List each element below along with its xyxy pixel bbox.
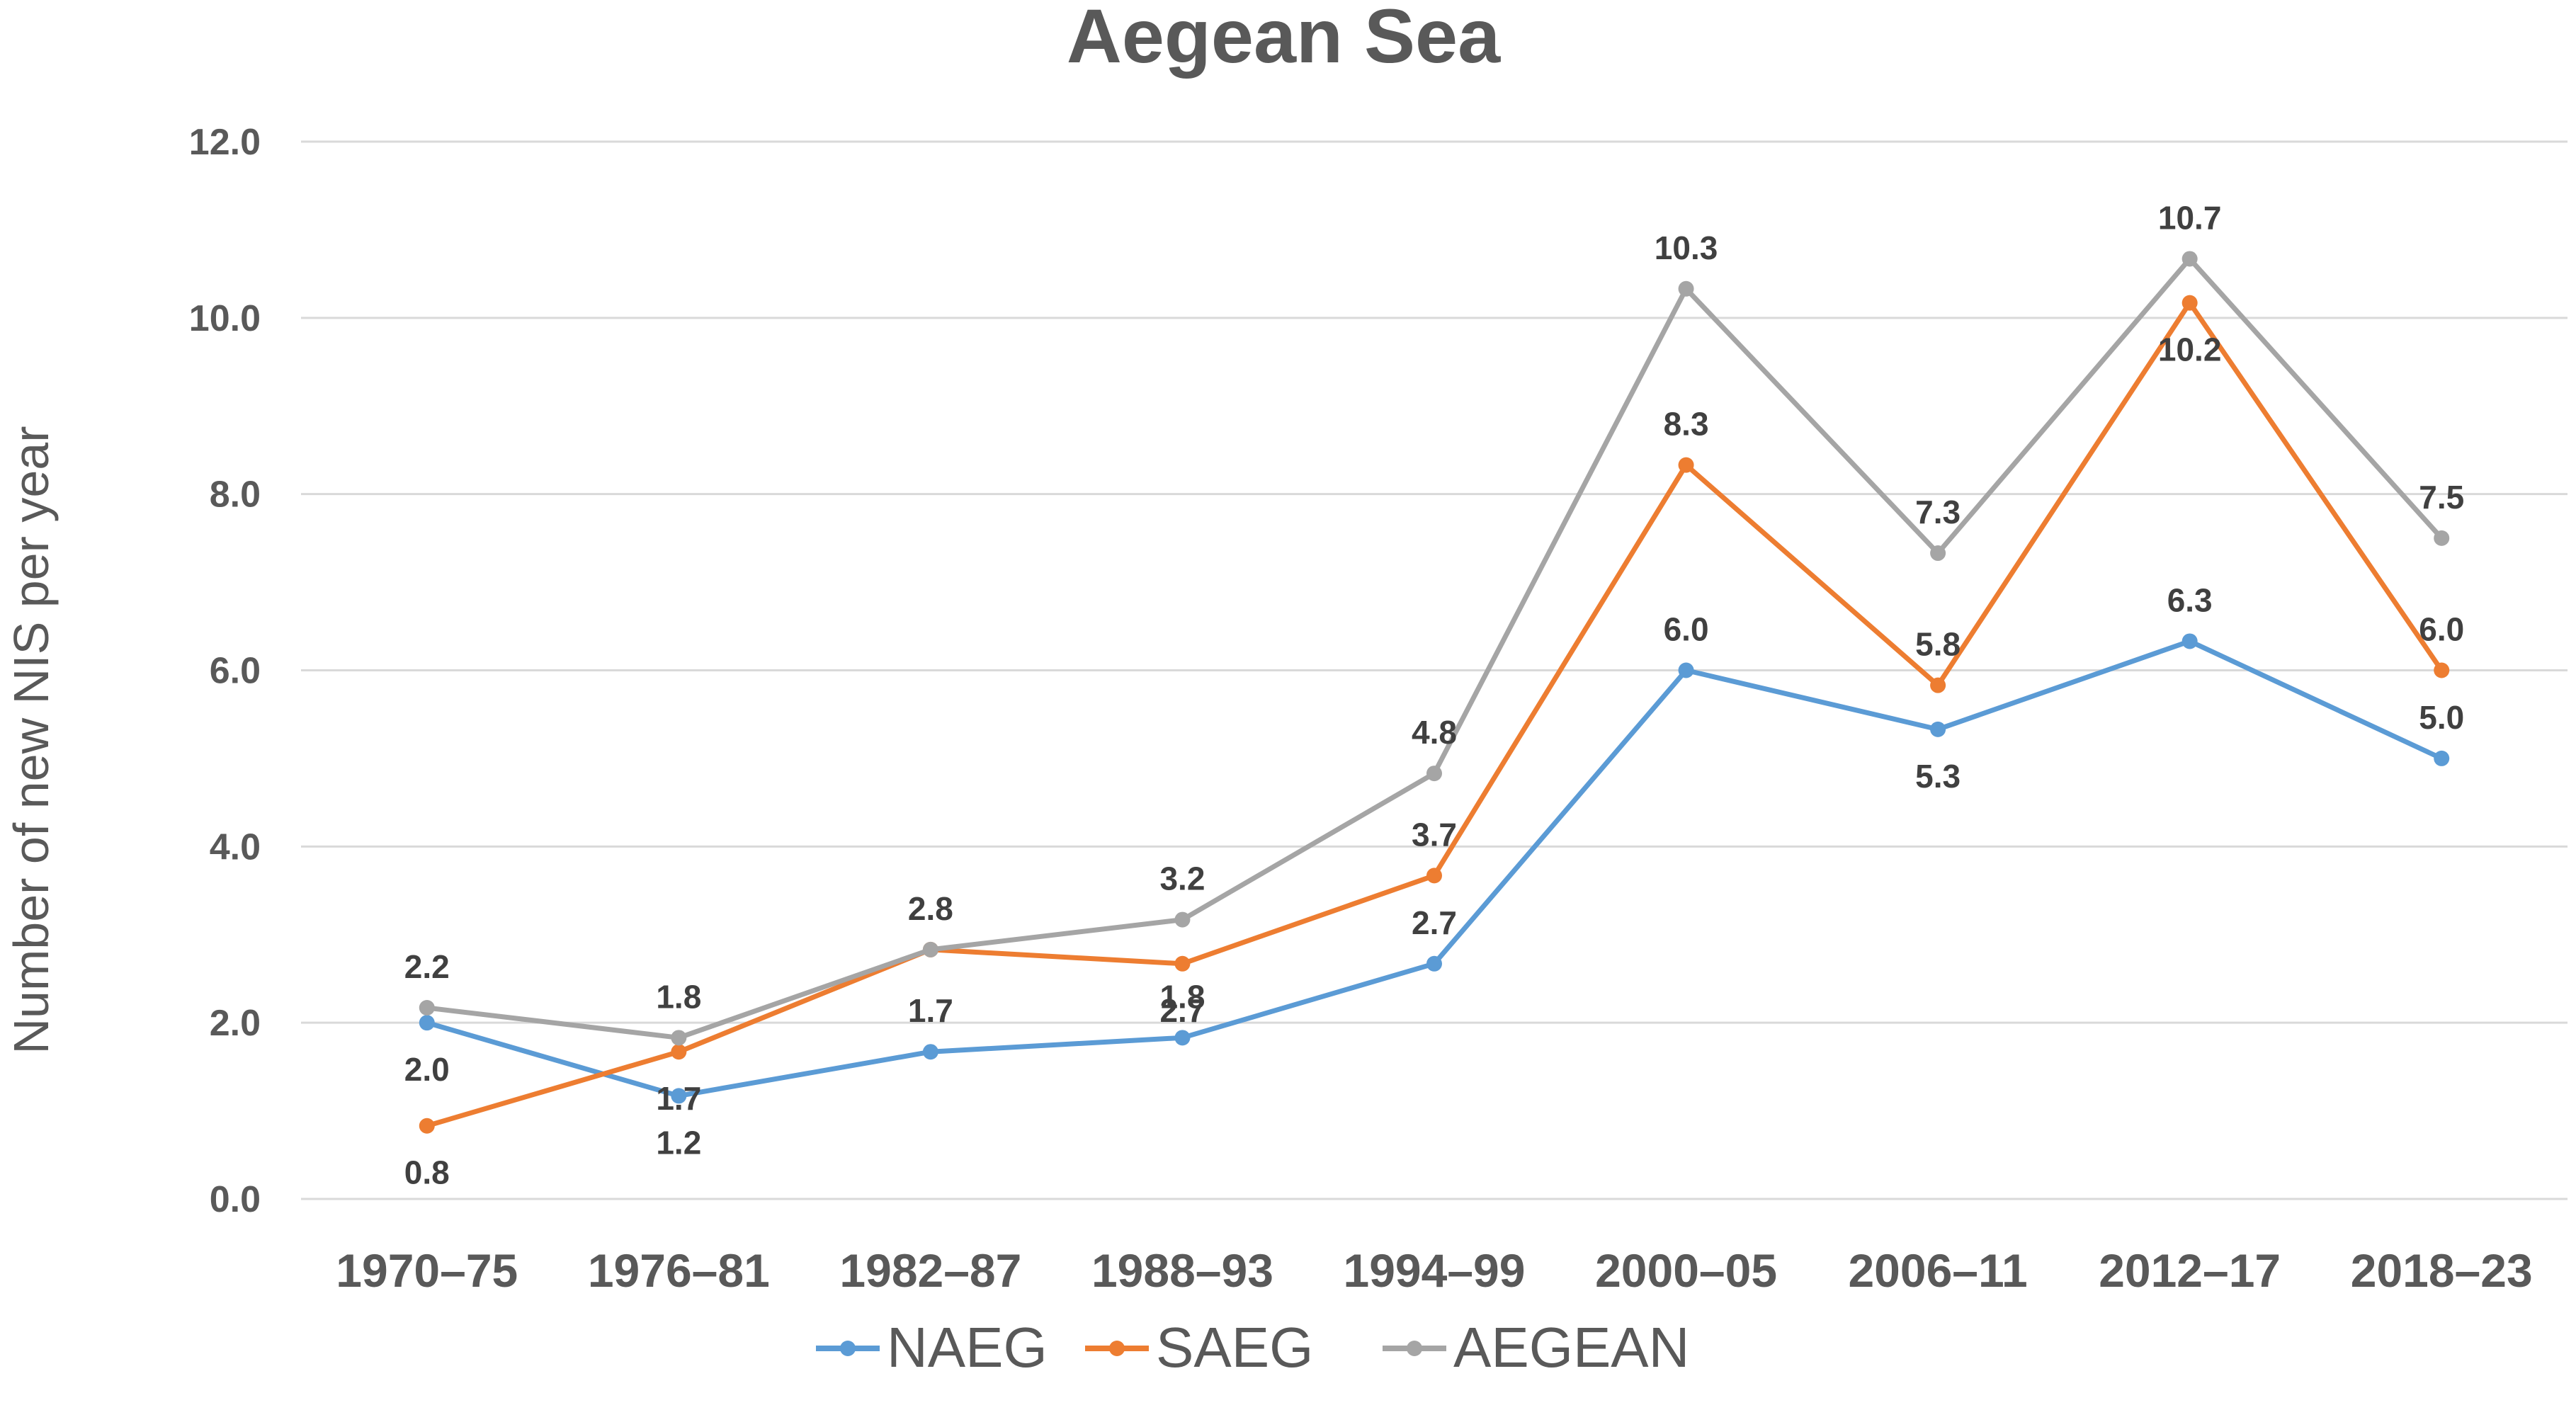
gridlines [301, 140, 2568, 1200]
y-tick-label: 10.0 [189, 298, 261, 339]
data-label-naeg: 1.7 [908, 992, 953, 1029]
data-label-saeg: 5.8 [1915, 626, 1961, 663]
x-tick-label: 1970–75 [336, 1244, 518, 1297]
y-tick-label: 0.0 [210, 1179, 261, 1220]
data-point-naeg [419, 1015, 435, 1031]
x-axis-ticks: 1970–75 1976–81 1982–87 1988–93 1994–99 2000–… [336, 1244, 2532, 1297]
data-point-aegean [1174, 911, 1191, 928]
legend: NAEG SAEG AEGEAN [816, 1316, 1689, 1379]
y-axis-ticks: 0.0 2.0 4.0 6.0 8.0 10.0 12.0 [189, 122, 261, 1220]
legend-marker-saeg [1109, 1341, 1125, 1356]
data-point-saeg [2181, 295, 2198, 311]
data-label-naeg: 6.0 [1664, 611, 1709, 648]
data-label-naeg: 5.3 [1915, 758, 1961, 795]
data-label-aegean: 10.3 [1655, 229, 1718, 266]
data-label-naeg: 1.2 [656, 1124, 701, 1161]
x-tick-label: 1988–93 [1091, 1244, 1273, 1297]
x-tick-label: 2018–23 [2351, 1244, 2533, 1297]
x-tick-label: 1994–99 [1344, 1244, 1526, 1297]
series-lines [419, 251, 2450, 1134]
data-label-naeg: 1.8 [1159, 978, 1205, 1015]
data-point-aegean [1678, 280, 1694, 297]
data-point-naeg [1426, 955, 1442, 972]
x-tick-label: 2006–11 [1848, 1244, 2027, 1297]
data-label-aegean: 2.2 [404, 948, 450, 985]
data-label-naeg: 6.3 [2167, 581, 2213, 618]
data-point-naeg [1930, 721, 1946, 737]
x-tick-label: 1976–81 [588, 1244, 770, 1297]
y-axis-title: Number of new NIS per year [4, 426, 59, 1054]
data-label-saeg: 3.7 [1412, 816, 1457, 853]
y-tick-label: 12.0 [189, 122, 261, 163]
data-label-aegean: 7.5 [2419, 479, 2464, 516]
data-label-aegean: 4.8 [1412, 714, 1457, 751]
y-tick-label: 6.0 [210, 651, 261, 692]
data-point-saeg [2434, 662, 2450, 678]
data-point-naeg [671, 1088, 687, 1104]
data-point-aegean [1930, 545, 1946, 562]
data-label-aegean: 2.8 [908, 890, 953, 927]
chart-title: Aegean Sea [1067, 0, 1501, 79]
data-point-saeg [1930, 677, 1946, 693]
data-label-aegean: 10.7 [2158, 199, 2222, 236]
data-label-saeg: 2.7 [1159, 992, 1205, 1029]
data-label-saeg: 6.0 [2419, 611, 2464, 648]
legend-marker-naeg [840, 1341, 856, 1356]
legend-label-aegean: AEGEAN [1453, 1316, 1689, 1379]
data-label-saeg: 0.8 [404, 1154, 450, 1191]
data-point-saeg [1174, 955, 1191, 972]
x-tick-label: 2012–17 [2099, 1244, 2281, 1297]
data-point-naeg [1678, 662, 1694, 678]
data-point-aegean [922, 941, 938, 957]
data-point-aegean [2434, 530, 2450, 546]
data-label-saeg: 8.3 [1664, 406, 1709, 443]
data-point-aegean [2181, 251, 2198, 267]
legend-label-saeg: SAEG [1156, 1316, 1313, 1379]
y-tick-label: 8.0 [210, 474, 261, 516]
data-point-aegean [671, 1030, 687, 1046]
data-label-aegean: 7.3 [1915, 494, 1961, 530]
data-label-saeg: 10.2 [2158, 331, 2222, 368]
data-label-naeg: 2.7 [1412, 904, 1457, 941]
data-label-saeg: 1.7 [656, 1080, 701, 1117]
data-point-aegean [1426, 766, 1442, 782]
data-point-saeg [1426, 868, 1442, 884]
data-point-saeg [1678, 457, 1694, 473]
y-tick-label: 2.0 [210, 1003, 261, 1044]
legend-marker-aegean [1407, 1341, 1422, 1356]
data-point-saeg [671, 1044, 687, 1060]
data-point-saeg [419, 1118, 435, 1134]
data-label-aegean: 1.8 [656, 978, 701, 1015]
data-point-aegean [419, 1000, 435, 1016]
data-point-naeg [2434, 750, 2450, 766]
data-point-naeg [1174, 1030, 1191, 1046]
data-point-naeg [922, 1044, 938, 1060]
x-tick-label: 2000–05 [1595, 1244, 1777, 1297]
y-tick-label: 4.0 [210, 826, 261, 868]
x-tick-label: 1982–87 [839, 1244, 1021, 1297]
data-point-naeg [2181, 633, 2198, 649]
legend-label-naeg: NAEG [887, 1316, 1048, 1379]
data-labels: 2.20.82.01.81.71.22.81.73.22.71.84.83.72… [404, 199, 2464, 1190]
data-label-naeg: 5.0 [2419, 699, 2464, 736]
data-label-naeg: 2.0 [404, 1051, 450, 1088]
data-label-aegean: 3.2 [1159, 860, 1205, 897]
